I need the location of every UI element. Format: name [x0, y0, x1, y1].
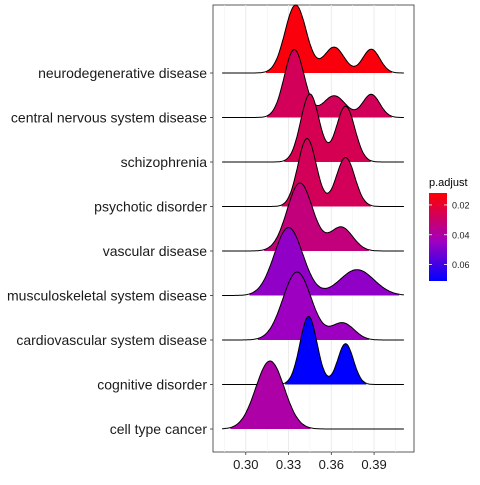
grid-lines [224, 5, 396, 452]
legend-tick-label: 0.06 [452, 260, 470, 270]
x-tick-label: 0.39 [361, 457, 386, 472]
legend-title: p.adjust [429, 177, 468, 189]
y-tick-label: cardiovascular system disease [16, 332, 207, 348]
ridges [222, 4, 404, 430]
x-tick-label: 0.30 [233, 457, 258, 472]
x-ticks: 0.30 0.33 0.36 0.39 [233, 452, 387, 472]
ridge-outline [222, 182, 404, 252]
y-tick-label: musculoskeletal system disease [7, 288, 207, 304]
legend-colorbar [429, 193, 447, 281]
ridge [222, 226, 404, 296]
y-tick-label: cell type cancer [110, 421, 208, 437]
y-tick-label: psychotic disorder [94, 199, 207, 215]
ridge-fill [285, 316, 367, 385]
x-tick-label: 0.36 [319, 457, 344, 472]
y-tick-label: central nervous system disease [11, 110, 207, 126]
ridge [222, 316, 404, 385]
legend: p.adjust 0.02 0.04 0.06 [429, 177, 470, 281]
ridge-outline [222, 226, 404, 296]
y-tick-label: schizophrenia [121, 154, 208, 170]
ridge-outline [222, 93, 404, 163]
ridge [222, 271, 404, 341]
legend-tick-label: 0.04 [452, 230, 470, 240]
y-tick-label: vascular disease [103, 243, 207, 259]
y-tick-labels: neurodegenerative disease central nervous… [7, 65, 213, 437]
y-tick-label: neurodegenerative disease [38, 65, 207, 81]
ridge-fill [249, 227, 400, 296]
ridge-fill [230, 361, 311, 429]
ridge-fill [266, 49, 393, 118]
x-tick-label: 0.33 [276, 457, 301, 472]
ridge-outline [222, 360, 404, 430]
legend-tick-label: 0.02 [452, 200, 470, 210]
y-tick-label: cognitive disorder [97, 377, 207, 393]
ridge-outline [222, 271, 404, 341]
ridge-outline [222, 4, 404, 74]
ridge-outline [222, 137, 404, 207]
ridge [222, 360, 404, 430]
ridge-outline [222, 316, 404, 385]
